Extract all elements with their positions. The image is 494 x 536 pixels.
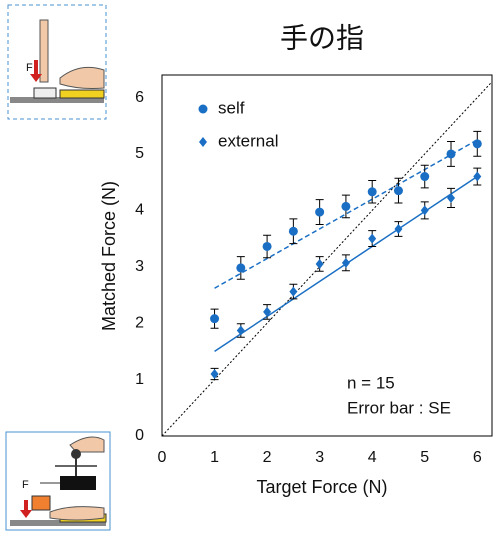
point	[447, 193, 455, 203]
legend-marker	[199, 105, 208, 114]
annotation: Error bar : SE	[347, 398, 451, 417]
point	[263, 242, 272, 251]
point	[289, 227, 298, 236]
icon-label: F	[22, 479, 29, 491]
y-axis-label: Matched Force (N)	[99, 181, 119, 331]
point	[315, 208, 324, 217]
y-tick-label: 3	[135, 258, 144, 275]
x-tick-label: 0	[158, 449, 167, 466]
point	[210, 314, 219, 323]
x-tick-label: 5	[420, 449, 429, 466]
y-tick-label: 1	[135, 371, 144, 388]
point	[473, 139, 482, 148]
point	[447, 149, 456, 158]
annotation: n = 15	[347, 373, 395, 392]
point	[420, 172, 429, 181]
point	[368, 187, 377, 196]
icon-top: F	[8, 5, 106, 119]
x-axis-label: Target Force (N)	[256, 477, 387, 497]
legend-label: self	[218, 98, 245, 117]
y-tick-label: 0	[135, 427, 144, 444]
point	[394, 186, 403, 195]
y-tick-label: 6	[135, 89, 144, 106]
point	[316, 259, 324, 269]
x-tick-label: 6	[473, 449, 482, 466]
plot-frame	[162, 75, 492, 436]
legend-label: external	[218, 131, 278, 150]
x-tick-label: 1	[210, 449, 219, 466]
point	[341, 202, 350, 211]
y-tick-label: 4	[135, 202, 144, 219]
point	[236, 263, 245, 272]
chart: 手の指 Target Force (N) Matched Force (N) n…	[0, 0, 494, 536]
y-tick-label: 2	[135, 314, 144, 331]
point	[237, 326, 245, 336]
point	[368, 234, 376, 244]
legend-marker	[199, 137, 207, 147]
x-tick-label: 2	[263, 449, 272, 466]
point	[211, 369, 219, 379]
x-tick-label: 3	[315, 449, 324, 466]
point	[394, 224, 402, 234]
icon-label: F	[26, 62, 33, 74]
identity-line	[162, 82, 492, 436]
point	[289, 287, 297, 297]
chart-title: 手の指	[280, 22, 364, 53]
y-tick-label: 5	[135, 145, 144, 162]
icon-bottom: F	[6, 432, 110, 530]
point	[473, 172, 481, 182]
x-tick-label: 4	[368, 449, 377, 466]
